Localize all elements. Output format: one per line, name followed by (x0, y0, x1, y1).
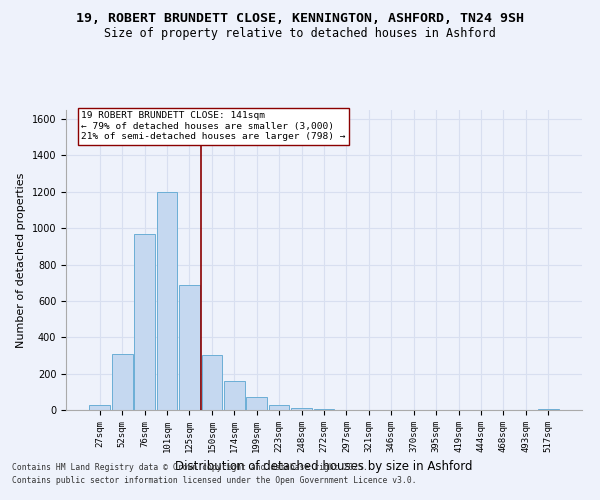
Bar (291, 408, 312, 410)
Text: Contains HM Land Registry data © Crown copyright and database right 2025.: Contains HM Land Registry data © Crown c… (12, 464, 368, 472)
Y-axis label: Number of detached properties: Number of detached properties (16, 172, 26, 348)
Bar (224, 381, 245, 410)
Text: 19 ROBERT BRUNDETT CLOSE: 141sqm
← 79% of detached houses are smaller (3,000)
21: 19 ROBERT BRUNDETT CLOSE: 141sqm ← 79% o… (82, 112, 346, 142)
Bar (269, 406, 289, 410)
Bar (538, 409, 559, 410)
Bar (179, 284, 200, 410)
Text: Size of property relative to detached houses in Ashford: Size of property relative to detached ho… (104, 28, 496, 40)
Bar (134, 234, 155, 410)
Text: 19, ROBERT BRUNDETT CLOSE, KENNINGTON, ASHFORD, TN24 9SH: 19, ROBERT BRUNDETT CLOSE, KENNINGTON, A… (76, 12, 524, 26)
Bar (247, 398, 267, 410)
Text: Contains public sector information licensed under the Open Government Licence v3: Contains public sector information licen… (12, 476, 416, 485)
Bar (112, 354, 133, 410)
Bar (157, 192, 178, 410)
Bar (89, 404, 110, 410)
Bar (202, 356, 222, 410)
Bar (314, 409, 334, 410)
X-axis label: Distribution of detached houses by size in Ashford: Distribution of detached houses by size … (175, 460, 473, 473)
